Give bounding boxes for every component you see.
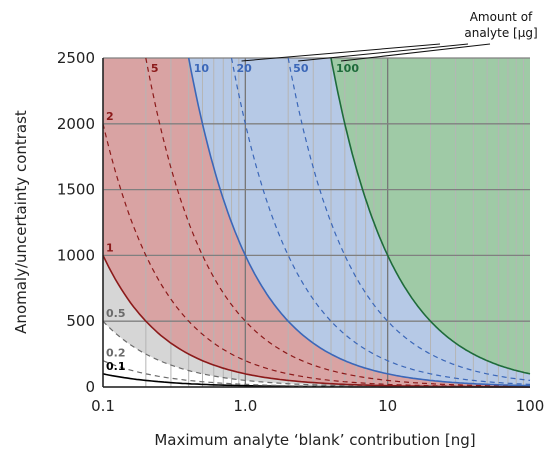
- curve-100: [330, 57, 531, 375]
- curve-label-10: 10: [194, 62, 210, 75]
- curve-2: [102, 123, 530, 388]
- y-tick-label: 1000: [57, 246, 95, 264]
- curve-label-0.1: 0.1: [106, 360, 126, 373]
- curve-label-1: 1: [106, 241, 114, 254]
- curve-label-100: 100: [336, 62, 359, 75]
- curve-label-0.2: 0.2: [106, 347, 126, 360]
- curve-labels: 0.10.2 0.5 1 2 5 10 20 50 100: [106, 62, 359, 373]
- curve-label-2: 2: [106, 110, 114, 123]
- leader-line-100: [340, 43, 491, 62]
- region-fills: [103, 58, 530, 387]
- annotation-leaders: [241, 43, 491, 62]
- plot-frame: [102, 58, 530, 388]
- curve-label-20: 20: [237, 62, 253, 75]
- region-fill-1: [103, 58, 530, 387]
- y-tick-label: 500: [66, 312, 95, 330]
- x-tick-label: 10: [378, 397, 397, 415]
- x-tick-label: 100: [516, 397, 544, 415]
- curve-0.2: [102, 360, 530, 388]
- curve-10: [187, 57, 531, 387]
- curve-label-50: 50: [293, 62, 309, 75]
- y-tick-label: 2000: [57, 115, 95, 133]
- curve-20: [230, 57, 531, 385]
- x-tick-label: 1.0: [233, 397, 257, 415]
- annotation-line-2: analyte [µg]: [464, 26, 537, 40]
- y-tick-label: 0: [85, 378, 95, 396]
- curve-label-0.5: 0.5: [106, 307, 126, 320]
- y-tick-label: 1500: [57, 181, 95, 199]
- curve-label-5: 5: [151, 62, 159, 75]
- curve-50: [287, 57, 531, 381]
- y-tick-label: 2500: [57, 49, 95, 67]
- y-axis-title: Anomaly/uncertainty contrast: [12, 110, 30, 334]
- x-axis-title: Maximum analyte ‘blank’ contribution [ng…: [154, 431, 475, 449]
- leader-line-20: [241, 43, 441, 62]
- leader-line-50: [298, 43, 469, 62]
- x-tick-label: 0.1: [91, 397, 115, 415]
- annotation-line-1: Amount of: [470, 10, 533, 24]
